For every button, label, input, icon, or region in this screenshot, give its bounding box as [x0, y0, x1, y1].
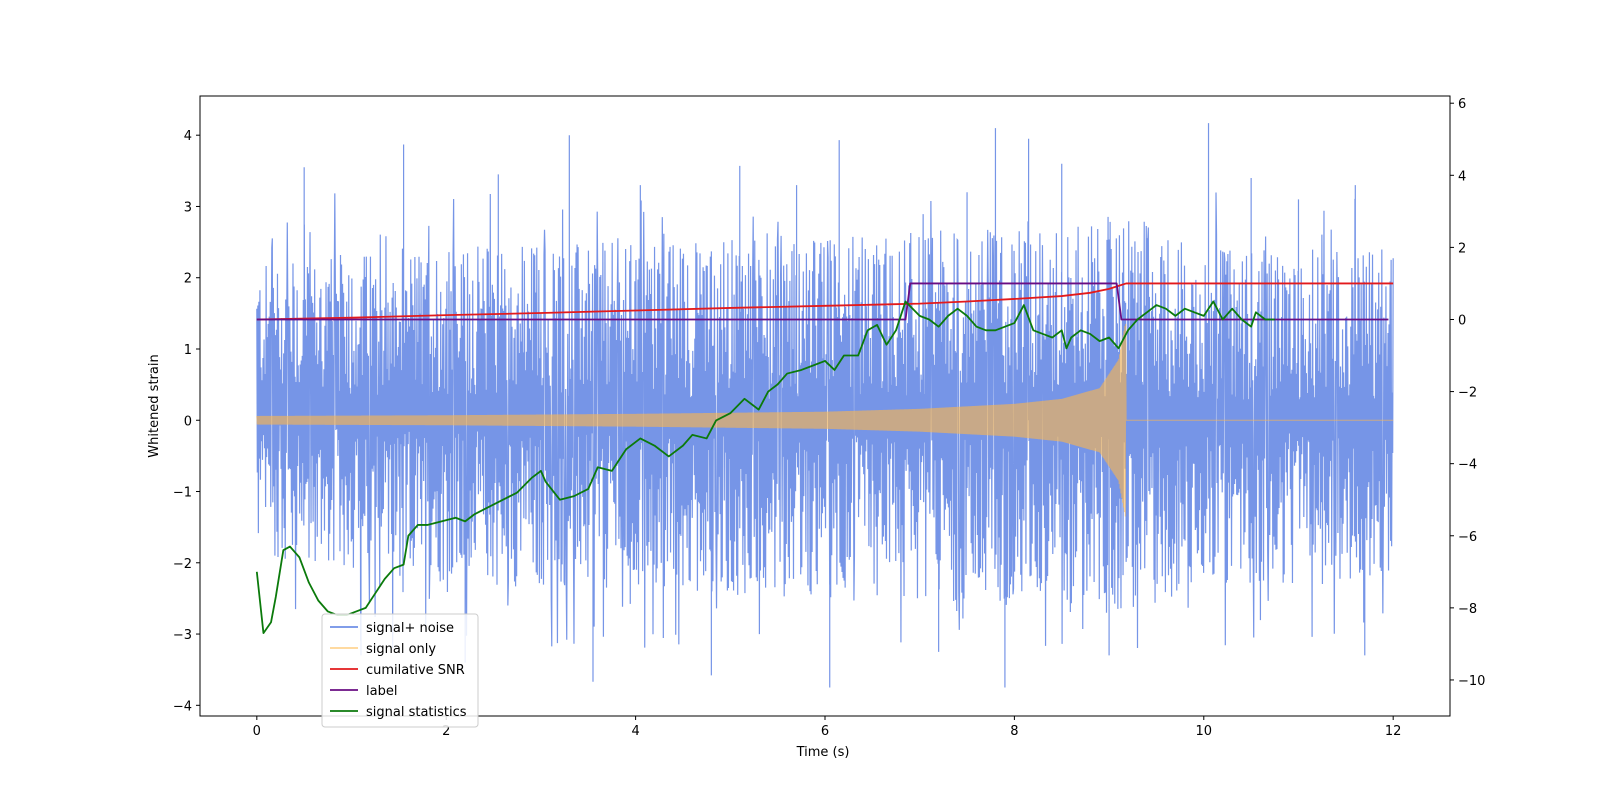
- y-axis-label: Whitened strain: [147, 354, 162, 457]
- y2-tick-label: −2: [1458, 386, 1477, 401]
- y-tick-label: −4: [173, 699, 192, 714]
- x-tick-label: 12: [1385, 724, 1402, 739]
- y2-tick-label: −6: [1458, 530, 1477, 545]
- legend-label: signal statistics: [366, 705, 467, 720]
- legend-box: [321, 613, 479, 728]
- y-tick-label: 1: [184, 343, 192, 358]
- x-tick-label: 10: [1196, 724, 1213, 739]
- series-signal-only: [256, 324, 1394, 517]
- y-tick-label: 0: [184, 414, 192, 429]
- y-tick-label: 2: [184, 272, 192, 287]
- y-tick-label: 3: [184, 200, 192, 215]
- y2-tick-label: 2: [1458, 241, 1466, 256]
- legend-label: signal only: [366, 642, 436, 657]
- y2-tick-label: −10: [1458, 674, 1485, 689]
- y2-tick-label: 0: [1458, 313, 1466, 328]
- legend: signal+ noise signal only cumilative SNR la…: [321, 613, 479, 728]
- x-tick-label: 0: [253, 724, 261, 739]
- legend-label: label: [366, 684, 397, 699]
- x-tick-label: 6: [821, 724, 829, 739]
- y-tick-label: −1: [173, 486, 192, 501]
- legend-label: signal+ noise: [366, 621, 454, 636]
- y-tick-label: −2: [173, 557, 192, 572]
- x-tick-label: 2: [442, 724, 450, 739]
- x-axis-label: Time (s): [796, 745, 850, 760]
- y2-tick-label: 4: [1458, 169, 1466, 184]
- x-tick-label: 4: [631, 724, 639, 739]
- y2-tick-label: 6: [1458, 97, 1466, 112]
- y-tick-label: −3: [173, 628, 192, 643]
- y2-tick-label: −4: [1458, 458, 1477, 473]
- series-signal-statistics: [255, 300, 1275, 634]
- series-label: [256, 282, 1389, 321]
- series-signal-noise: [256, 123, 1394, 688]
- y-tick-label: 4: [184, 129, 192, 144]
- series-cumulative-snr: [256, 282, 1394, 321]
- y2-tick-label: −8: [1458, 602, 1477, 617]
- legend-label: cumilative SNR: [366, 663, 465, 678]
- x-tick-label: 8: [1010, 724, 1018, 739]
